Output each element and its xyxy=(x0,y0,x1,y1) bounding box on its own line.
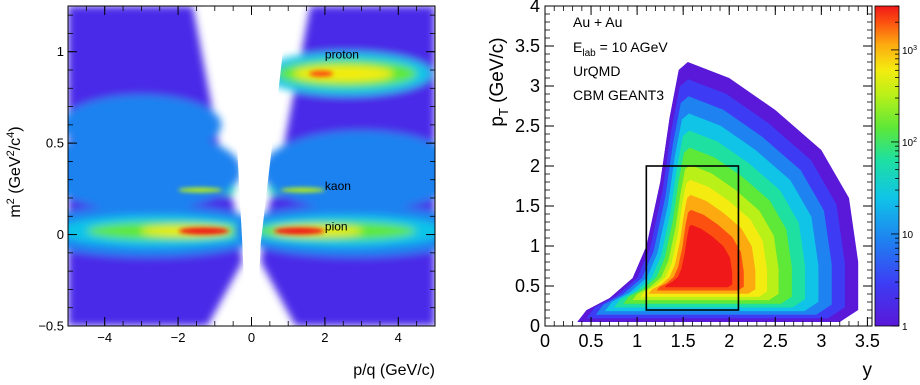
right-y-tick-label: 0 xyxy=(530,316,540,336)
right-x-tick-label: 1 xyxy=(632,331,642,351)
pt-vs-rapidity-chart: 0 0.5 1 1.5 2 2.5 3 3.5 0 0.5 1 1.5 2 2.5 3 3.5 4 y pT (… xyxy=(487,0,917,381)
left-y-tick-label: 0.5 xyxy=(46,136,64,151)
right-y-tick-label: 4 xyxy=(530,0,540,16)
right-y-axis-label: pT (GeV/c) xyxy=(487,37,511,126)
info-text-line: UrQMD xyxy=(573,63,620,79)
particle-label-kaon: kaon xyxy=(325,179,351,193)
right-x-axis-label: y xyxy=(863,360,873,381)
left-axes: −4 −2 0 2 4 −0.5 0 0.5 1 xyxy=(38,6,436,345)
mass-squared-vs-momentum-chart: −4 −2 0 2 4 −0.5 0 0.5 1 p/q (GeV/c) m2 (GeV2/c4… xyxy=(5,5,436,379)
left-x-tick-label: 0 xyxy=(248,330,255,345)
right-x-tick-label: 2.5 xyxy=(763,331,788,351)
right-x-tick-label: 3.5 xyxy=(855,331,880,351)
acceptance-edge-mask xyxy=(545,6,679,310)
colorbar-tick-label: 103 xyxy=(902,45,917,57)
left-density-cores xyxy=(178,70,334,235)
particle-label-proton: proton xyxy=(325,47,359,61)
density-contour-10 xyxy=(664,224,733,288)
left-x-tick-label: 2 xyxy=(321,330,328,345)
particle-label-pion: pion xyxy=(325,219,348,233)
mid-haze-pos xyxy=(261,130,435,211)
kaon-peak-pos xyxy=(280,187,325,193)
info-text-line: CBM GEANT3 xyxy=(573,87,664,103)
colorbar-tick-label: 10 xyxy=(902,230,914,241)
right-y-tick-label: 3.5 xyxy=(515,36,540,56)
right-x-tick-label: 3 xyxy=(816,331,826,351)
info-text-line: Au + Au xyxy=(573,14,622,30)
left-x-axis-label: p/q (GeV/c) xyxy=(353,362,435,379)
collision-info-text: Au + Au Elab = 10 AGeV UrQMD CBM GEANT3 xyxy=(573,14,668,103)
particle-labels: proton kaon pion xyxy=(325,47,359,233)
right-y-tick-label: 1.5 xyxy=(515,196,540,216)
right-y-tick-label: 0.5 xyxy=(515,276,540,296)
left-y-tick-label: −0.5 xyxy=(38,319,64,334)
right-axes: 0 0.5 1 1.5 2 2.5 3 3.5 0 0.5 1 1.5 2 2.5 3 3.5 4 xyxy=(515,0,880,351)
left-y-axis-label: m2 (GeV2/c4) xyxy=(5,126,24,217)
colorbar xyxy=(875,6,899,326)
right-x-tick-label: 2 xyxy=(724,331,734,351)
left-y-tick-label: 1 xyxy=(57,44,64,59)
colorbar-axis: 1 10 102 103 xyxy=(891,5,917,333)
proton-peak xyxy=(309,70,334,77)
right-x-tick-label: 0 xyxy=(540,331,550,351)
colorbar-frame xyxy=(874,5,900,327)
left-x-tick-label: −2 xyxy=(171,330,186,345)
right-y-tick-label: 1 xyxy=(530,236,540,256)
left-x-tick-label: 4 xyxy=(395,330,402,345)
kaon-peak-neg xyxy=(178,187,223,193)
right-y-tick-label: 2.5 xyxy=(515,116,540,136)
colorbar-tick-label: 1 xyxy=(902,322,908,333)
proton-band-inner xyxy=(293,65,394,82)
acceptance-box xyxy=(645,165,740,311)
pion-peak-pos xyxy=(274,227,325,235)
right-x-tick-label: 1.5 xyxy=(671,331,696,351)
left-heatmap xyxy=(68,6,435,326)
right-y-tick-label: 3 xyxy=(530,76,540,96)
low-momentum-gap xyxy=(229,6,289,326)
right-x-tick-label: 0.5 xyxy=(579,331,604,351)
colorbar-tick-label: 102 xyxy=(902,137,917,149)
left-y-tick-label: 0 xyxy=(57,227,64,242)
left-x-tick-label: −4 xyxy=(97,330,112,345)
left-density xyxy=(68,6,435,326)
pion-peak-neg xyxy=(178,227,229,235)
antiproton-haze xyxy=(68,94,222,155)
info-text-line: Elab = 10 AGeV xyxy=(573,39,668,59)
right-heatmap xyxy=(545,6,872,326)
right-y-tick-label: 2 xyxy=(530,156,540,176)
